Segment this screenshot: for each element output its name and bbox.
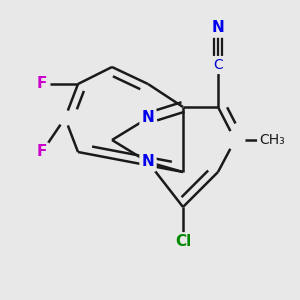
Text: F: F bbox=[37, 76, 47, 92]
Text: N: N bbox=[212, 20, 224, 35]
Text: CH₃: CH₃ bbox=[259, 133, 285, 147]
Text: N: N bbox=[142, 154, 154, 169]
Text: F: F bbox=[37, 145, 47, 160]
Text: Cl: Cl bbox=[175, 235, 191, 250]
Text: N: N bbox=[142, 110, 154, 125]
Text: C: C bbox=[213, 58, 223, 72]
